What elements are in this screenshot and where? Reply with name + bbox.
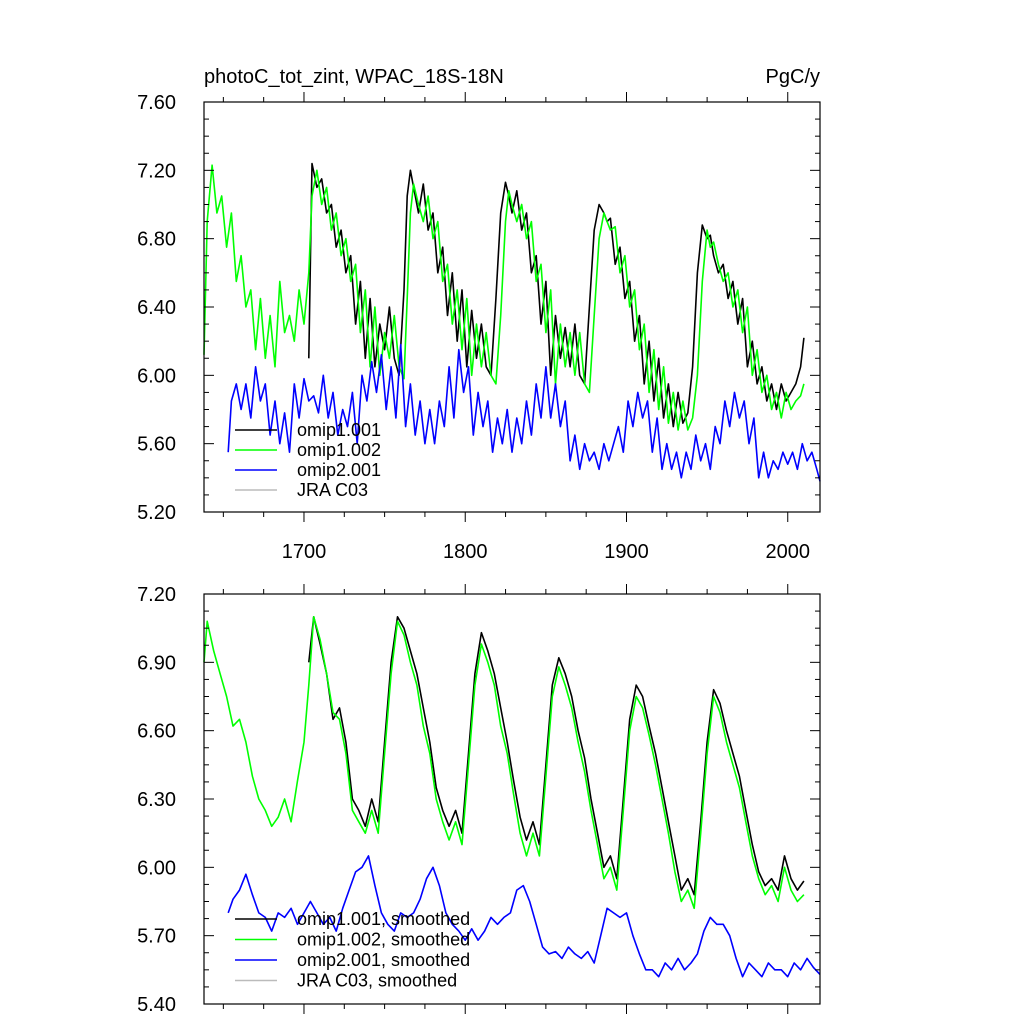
top-series-2 (227, 343, 821, 482)
bottom-legend-label-3: JRA C03, smoothed (297, 971, 457, 991)
top-ytick-label: 5.20 (137, 502, 176, 524)
bottom-plot: 5.40 5.70 6.00 6.30 6.60 6.90 7.20 omip1.001, s… (137, 584, 821, 1016)
bottom-series-0 (308, 616, 805, 896)
top-legend-label-0: omip1.001 (297, 420, 381, 440)
bottom-ytick-label: 6.30 (137, 789, 176, 811)
chart-units: PgC/y (766, 66, 820, 88)
top-xtick-label: 2000 (765, 541, 810, 563)
top-xtick-label: 1800 (443, 541, 488, 563)
top-legend-label-1: omip1.002 (297, 440, 381, 460)
top-ytick-label: 5.60 (137, 434, 176, 456)
top-legend-label-3: JRA C03 (297, 480, 368, 500)
bottom-ytick-label: 6.00 (137, 857, 176, 879)
bottom-legend-label-1: omip1.002, smoothed (297, 930, 470, 950)
top-plot: 5.20 5.60 6.00 6.40 6.80 7.20 7.60 1700 1800 1900… (137, 92, 821, 563)
top-ytick-label: 7.20 (137, 160, 176, 182)
bottom-series-1 (203, 616, 805, 910)
bottom-legend-label-2: omip2.001, smoothed (297, 950, 470, 970)
top-ytick-label: 6.80 (137, 229, 176, 251)
bottom-ytick-label: 6.90 (137, 652, 176, 674)
bottom-ytick-label: 5.40 (137, 994, 176, 1016)
bottom-ytick-label: 5.70 (137, 926, 176, 948)
bottom-ytick-label: 7.20 (137, 584, 176, 606)
top-ytick-label: 7.60 (137, 92, 176, 114)
bottom-ytick-label: 6.60 (137, 721, 176, 743)
top-legend-label-2: omip2.001 (297, 460, 381, 480)
top-series-1 (203, 164, 805, 431)
top-xtick-label: 1900 (604, 541, 649, 563)
bottom-series-2 (227, 855, 821, 978)
chart-title: photoC_tot_zint, WPAC_18S-18N (204, 66, 504, 88)
top-xtick-label: 1700 (282, 541, 327, 563)
top-ytick-label: 6.40 (137, 297, 176, 319)
bottom-legend-label-0: omip1.001, smoothed (297, 909, 470, 929)
top-ytick-label: 6.00 (137, 365, 176, 387)
